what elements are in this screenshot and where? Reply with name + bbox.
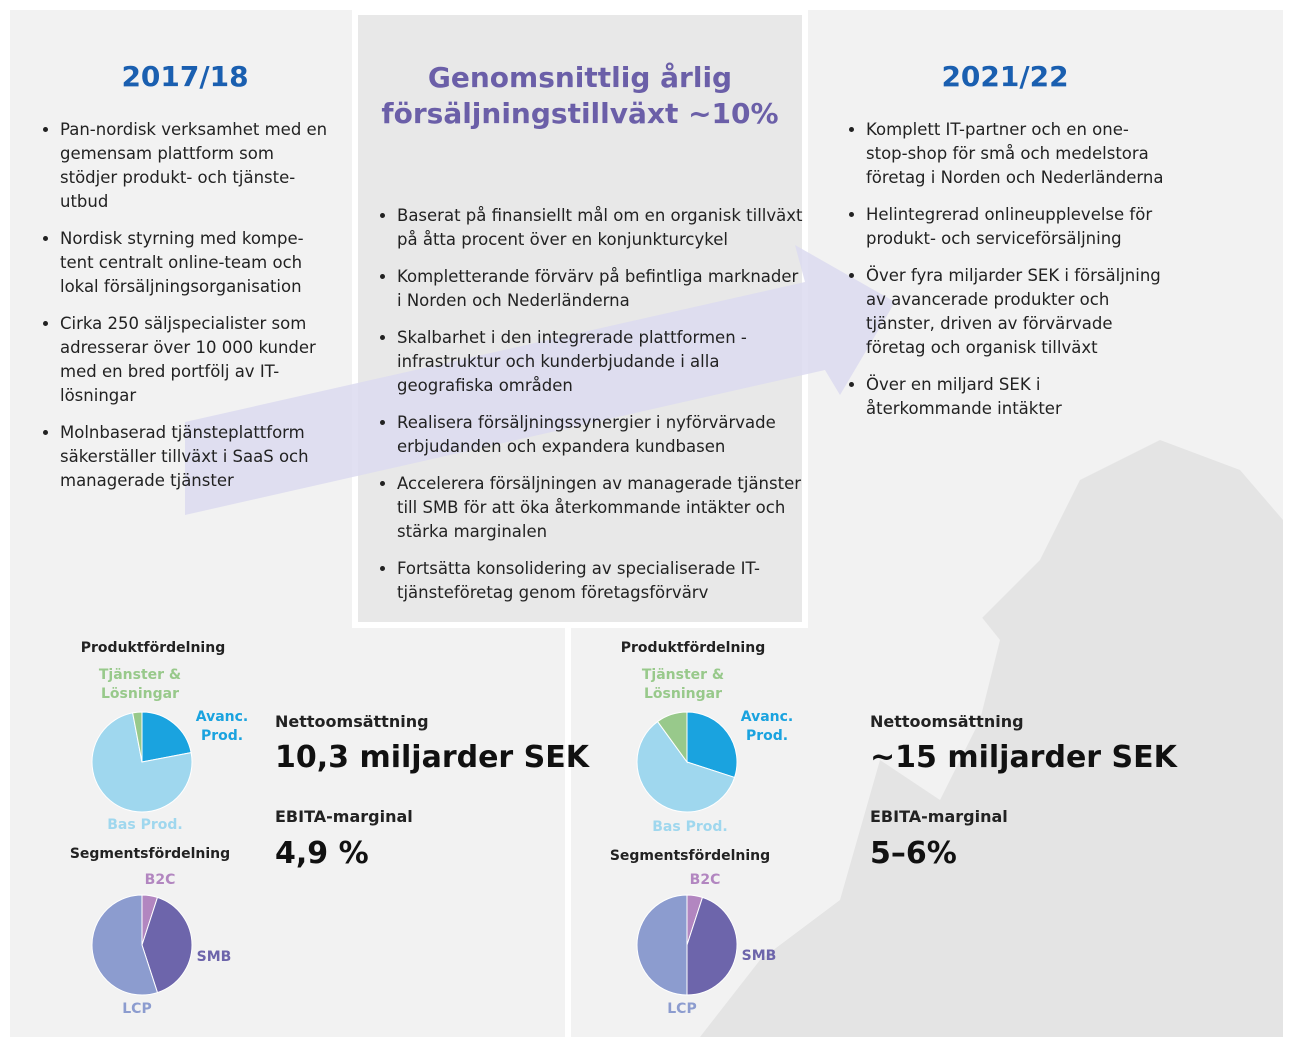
bullet: Över fyra miljarder SEK i försäljning av…	[866, 264, 1166, 360]
net-sales-label: Nettoomsättning	[275, 712, 429, 731]
pie-label: B2C	[689, 872, 721, 888]
bullet: Skalbarhet i den integrerade plattformen…	[397, 326, 807, 398]
pie-slice	[636, 894, 688, 996]
pie-label: Avanc. Prod.	[740, 709, 794, 744]
pie-title: Segmentsfördelning	[609, 848, 771, 864]
pie-title: Segmentsfördelning	[69, 846, 231, 862]
bullet: Realisera försäljningssynergier i nyförv…	[397, 411, 807, 459]
ebita: 5–6%	[870, 836, 957, 871]
net-sales: 10,3 miljarder SEK	[275, 740, 590, 775]
ebita-label: EBITA-marginal	[870, 807, 1008, 826]
bullet: Helintegrerad onlineupplevelse för produ…	[866, 203, 1166, 251]
center-bullets: Baserat på finansiellt mål om en organis…	[375, 204, 807, 618]
bullet: Fortsätta konsolidering av specialiserad…	[397, 557, 807, 605]
net-sales: ~15 miljarder SEK	[870, 740, 1177, 775]
bullet: Cirka 250 säljspecialister som adressera…	[60, 312, 335, 408]
pie-label: SMB	[741, 948, 777, 964]
pie-label: Bas Prod.	[107, 817, 183, 833]
pie-slice	[91, 712, 193, 813]
bullet: Accelerera försäljningen av managerade t…	[397, 472, 807, 544]
bullet: Kompletterande förvärv på befintliga mar…	[397, 265, 807, 313]
growth-arrow	[185, 245, 895, 515]
bullet: Komplett IT-partner och en one-stop-shop…	[866, 118, 1166, 190]
pie-slice	[686, 711, 738, 779]
pie-title: Produktfördelning	[620, 640, 766, 656]
pie-slice	[132, 711, 143, 763]
pie-label: B2C	[144, 872, 176, 888]
pie-slice	[141, 896, 193, 994]
right-bullets: Komplett IT-partner och en one-stop-shop…	[844, 118, 1166, 434]
pie-slice	[636, 720, 736, 813]
pie-label: SMB	[196, 949, 232, 965]
pie-slice	[686, 896, 738, 996]
pie-label: Tjänster & Lösningar	[98, 667, 182, 702]
bullet: Över en miljard SEK i återkommande intäk…	[866, 373, 1166, 421]
pie-slice	[141, 711, 192, 763]
pie-label: LCP	[667, 1001, 697, 1017]
pie-label: Bas Prod.	[652, 819, 728, 835]
map	[700, 440, 1283, 1037]
right-title: 2021/22	[941, 60, 1069, 93]
bullet: Baserat på finansiellt mål om en organis…	[397, 204, 807, 252]
left-bullets: Pan-nordisk verksamhet med en gemensam p…	[38, 118, 335, 506]
pie-label: Tjänster & Lösningar	[641, 667, 725, 702]
pie-label: Avanc. Prod.	[195, 709, 249, 744]
pie-title: Produktfördelning	[80, 640, 226, 656]
bullet: Pan-nordisk verksamhet med en gemensam p…	[60, 118, 335, 214]
ebita-label: EBITA-marginal	[275, 807, 413, 826]
center-title: Genomsnittlig årlig försäljningstillväxt…	[381, 61, 779, 130]
map-sea	[880, 590, 1000, 800]
bullet: Molnbaserad tjänsteplattform säkerställe…	[60, 421, 335, 493]
net-sales-label: Nettoomsättning	[870, 712, 1024, 731]
pie-slice	[656, 711, 688, 764]
pie-slice	[91, 894, 159, 996]
left-title: 2017/18	[121, 60, 249, 93]
pie-label: LCP	[122, 1001, 152, 1017]
ebita: 4,9 %	[275, 836, 369, 871]
bullet: Nordisk styrning med kompe-tent centralt…	[60, 227, 335, 299]
